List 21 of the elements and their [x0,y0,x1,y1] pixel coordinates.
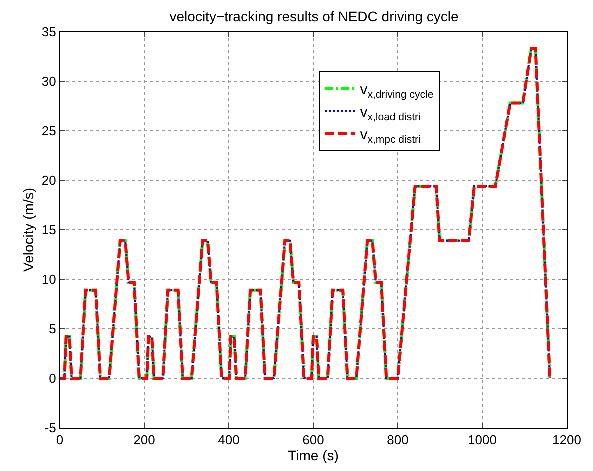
x-tick-label: 800 [387,432,409,448]
y-tick-label: 10 [42,272,56,288]
y-tick-label: 0 [49,371,56,386]
chart-title: velocity−tracking results of NEDC driving cycle [170,8,460,25]
legend-label: v$_{x,mpc distri}$ [360,126,421,146]
x-tick-label: 400 [218,432,240,448]
legend-label: v$_{x,driving cycle}$ [360,82,434,101]
legend-label: v$_{x,load distri}$ [360,104,421,124]
y-tick-label: 35 [42,24,56,40]
x-tick-label: 1000 [468,432,497,448]
y-tick-label: 20 [42,173,56,188]
x-tick-label: 200 [134,432,156,448]
y-axis-title: Velocity (m/s) [20,188,37,272]
x-tick-label: 600 [302,432,324,448]
y-tick-label: -5 [44,420,56,436]
y-tick-label: 30 [42,74,56,90]
x-axis-title: Time (s) [288,448,339,464]
y-tick-label: 5 [49,322,56,337]
x-tick-label: 1200 [552,432,582,448]
y-tick-label: 25 [42,124,56,139]
y-tick-label: 15 [42,222,56,238]
